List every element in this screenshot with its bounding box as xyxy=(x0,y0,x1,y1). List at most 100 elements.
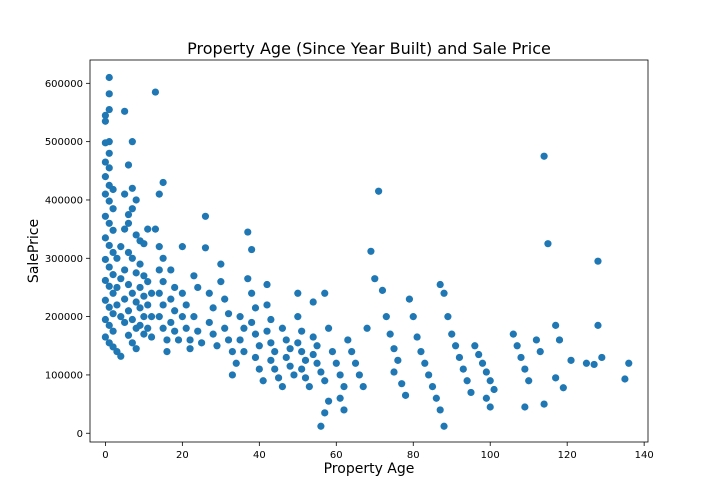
data-point-104 xyxy=(167,295,175,303)
data-point-232 xyxy=(475,350,483,359)
data-point-103 xyxy=(171,283,179,292)
data-point-239 xyxy=(509,330,517,338)
data-point-149 xyxy=(251,353,260,362)
data-point-253 xyxy=(559,384,567,392)
x-tick-label-140: 140 xyxy=(635,450,654,461)
data-point-15 xyxy=(109,205,117,213)
data-point-185 xyxy=(321,409,329,417)
data-point-19 xyxy=(101,234,109,242)
data-point-225 xyxy=(448,330,456,338)
data-point-80 xyxy=(140,330,148,338)
data-point-257 xyxy=(594,257,602,265)
data-point-131 xyxy=(224,310,233,318)
data-point-145 xyxy=(251,304,260,312)
data-point-76 xyxy=(140,292,148,300)
data-point-27 xyxy=(109,289,117,297)
data-point-199 xyxy=(359,383,367,391)
data-point-2 xyxy=(105,105,113,114)
data-point-255 xyxy=(582,359,591,367)
data-point-105 xyxy=(171,307,179,315)
data-point-128 xyxy=(217,278,225,286)
data-point-31 xyxy=(101,315,109,324)
data-point-43 xyxy=(113,301,121,309)
data-point-193 xyxy=(336,394,344,402)
data-point-122 xyxy=(201,244,210,252)
data-point-233 xyxy=(478,359,487,367)
data-point-109 xyxy=(178,243,186,251)
data-point-77 xyxy=(136,304,144,312)
data-point-59 xyxy=(132,231,140,239)
data-point-141 xyxy=(244,228,252,236)
data-point-212 xyxy=(405,295,414,303)
data-point-153 xyxy=(263,301,271,309)
y-axis-label: SalePrice xyxy=(26,219,42,283)
data-point-12 xyxy=(109,185,117,194)
data-point-242 xyxy=(521,365,529,373)
data-point-236 xyxy=(490,385,498,394)
data-point-6 xyxy=(101,139,109,147)
data-point-138 xyxy=(240,324,248,332)
data-point-151 xyxy=(259,377,267,385)
data-point-57 xyxy=(128,205,136,213)
x-axis-label: Property Age xyxy=(324,461,415,477)
data-point-189 xyxy=(328,348,337,356)
data-point-21 xyxy=(109,248,117,257)
y-tick-label-0: 0 xyxy=(77,429,83,440)
data-point-168 xyxy=(294,289,302,297)
data-point-86 xyxy=(144,324,152,332)
data-point-230 xyxy=(467,388,475,397)
data-point-200 xyxy=(363,324,371,332)
data-point-183 xyxy=(321,377,329,385)
data-point-92 xyxy=(155,243,163,251)
data-point-163 xyxy=(282,336,290,344)
data-point-79 xyxy=(136,321,144,329)
data-point-75 xyxy=(136,283,144,292)
data-point-102 xyxy=(167,266,175,274)
data-point-41 xyxy=(113,254,121,262)
data-point-54 xyxy=(128,138,136,146)
data-point-113 xyxy=(182,324,190,332)
data-point-13 xyxy=(101,190,109,198)
data-point-178 xyxy=(309,333,317,341)
data-point-247 xyxy=(540,152,548,160)
data-point-246 xyxy=(536,348,544,356)
data-point-88 xyxy=(151,88,160,96)
data-point-60 xyxy=(128,254,136,262)
data-point-229 xyxy=(463,377,471,385)
data-point-98 xyxy=(155,313,163,321)
data-point-134 xyxy=(228,348,236,356)
y-tick-label-600000: 600000 xyxy=(45,79,83,90)
data-point-38 xyxy=(117,352,125,360)
data-point-50 xyxy=(124,210,133,219)
data-point-48 xyxy=(124,248,133,257)
data-point-114 xyxy=(186,336,194,344)
data-point-107 xyxy=(171,327,179,335)
data-point-171 xyxy=(294,339,302,347)
data-point-56 xyxy=(132,196,140,204)
chart-title: Property Age (Since Year Built) and Sale… xyxy=(187,39,551,58)
data-point-170 xyxy=(298,327,306,335)
data-point-74 xyxy=(140,272,148,280)
data-point-167 xyxy=(290,371,298,379)
data-point-251 xyxy=(555,336,564,344)
data-point-53 xyxy=(121,107,129,115)
data-point-64 xyxy=(132,298,140,306)
data-point-181 xyxy=(313,359,321,367)
data-point-99 xyxy=(159,324,167,332)
data-point-121 xyxy=(201,212,210,220)
data-point-130 xyxy=(221,295,229,303)
data-point-191 xyxy=(336,371,344,379)
data-point-116 xyxy=(190,272,198,280)
data-point-152 xyxy=(263,280,271,289)
data-point-89 xyxy=(151,225,160,233)
data-point-172 xyxy=(298,348,306,356)
data-point-58 xyxy=(124,219,133,227)
data-point-220 xyxy=(436,406,444,414)
data-point-197 xyxy=(351,359,360,367)
data-point-68 xyxy=(124,331,133,339)
data-point-147 xyxy=(251,330,260,338)
data-point-87 xyxy=(147,333,156,341)
data-point-49 xyxy=(121,225,129,233)
data-point-9 xyxy=(105,164,113,172)
data-point-226 xyxy=(451,342,460,350)
